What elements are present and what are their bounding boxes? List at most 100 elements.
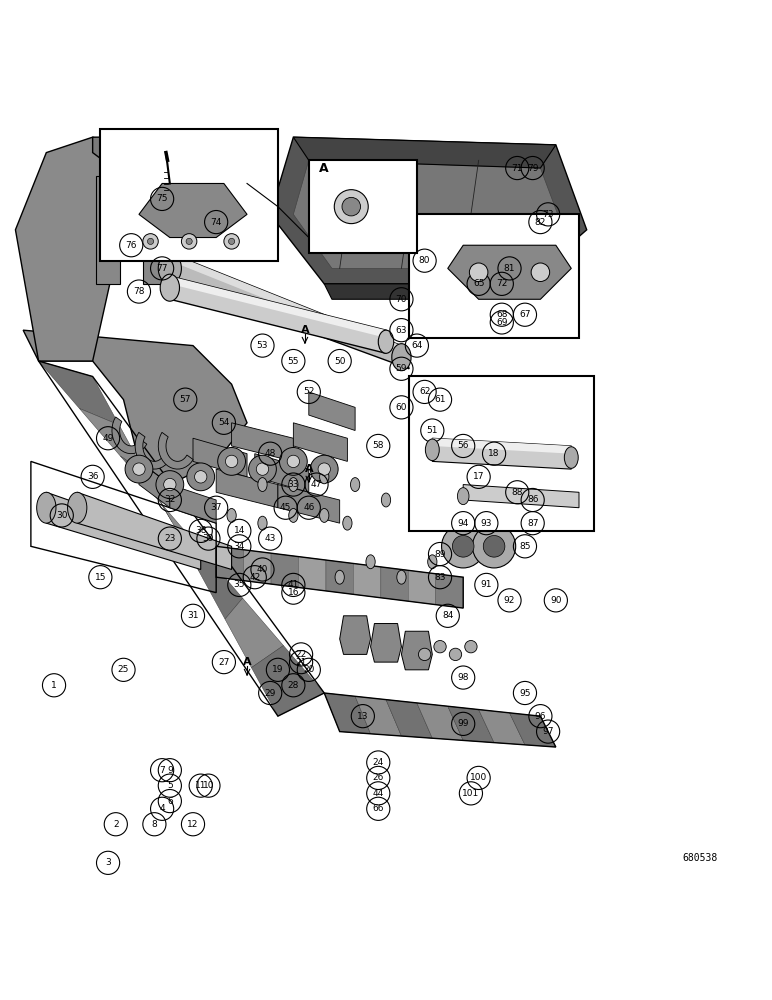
Text: 17: 17 xyxy=(473,472,484,481)
Polygon shape xyxy=(170,276,386,338)
Ellipse shape xyxy=(397,570,406,584)
Polygon shape xyxy=(170,253,401,353)
Text: 680538: 680538 xyxy=(682,853,718,863)
Ellipse shape xyxy=(258,516,267,530)
Circle shape xyxy=(181,234,197,249)
Text: 8: 8 xyxy=(151,820,157,829)
Text: 11: 11 xyxy=(195,781,206,790)
Polygon shape xyxy=(432,438,571,469)
Circle shape xyxy=(143,234,158,249)
Text: 46: 46 xyxy=(303,503,314,512)
Polygon shape xyxy=(170,253,409,369)
Ellipse shape xyxy=(227,508,236,522)
Ellipse shape xyxy=(166,194,174,204)
Polygon shape xyxy=(299,557,326,591)
Text: 9: 9 xyxy=(167,766,173,775)
Circle shape xyxy=(164,478,176,491)
Bar xyxy=(409,214,579,338)
Polygon shape xyxy=(271,553,299,587)
Circle shape xyxy=(224,234,239,249)
Polygon shape xyxy=(448,245,571,299)
Polygon shape xyxy=(293,160,564,268)
Polygon shape xyxy=(39,361,119,425)
Text: 24: 24 xyxy=(373,758,384,767)
Text: 42: 42 xyxy=(249,573,260,582)
Text: 96: 96 xyxy=(535,712,546,721)
Text: 90: 90 xyxy=(550,596,561,605)
Text: 18: 18 xyxy=(489,449,499,458)
Text: 7: 7 xyxy=(159,766,165,775)
Text: 43: 43 xyxy=(265,534,276,543)
Text: 3: 3 xyxy=(105,858,111,867)
Ellipse shape xyxy=(350,478,360,492)
Text: 38: 38 xyxy=(195,526,206,535)
Text: 28: 28 xyxy=(288,681,299,690)
Text: 78: 78 xyxy=(134,287,144,296)
Polygon shape xyxy=(293,423,347,461)
Polygon shape xyxy=(143,176,166,284)
Text: 5: 5 xyxy=(167,781,173,790)
Text: 15: 15 xyxy=(95,573,106,582)
Polygon shape xyxy=(46,492,201,569)
Ellipse shape xyxy=(457,488,469,505)
Polygon shape xyxy=(417,703,463,740)
Circle shape xyxy=(287,455,300,468)
Text: 81: 81 xyxy=(504,264,515,273)
Text: 2: 2 xyxy=(113,820,119,829)
Text: 40: 40 xyxy=(257,565,268,574)
Text: 86: 86 xyxy=(527,495,538,504)
Text: 71: 71 xyxy=(512,164,523,173)
Circle shape xyxy=(434,641,446,653)
Text: 57: 57 xyxy=(180,395,191,404)
Circle shape xyxy=(452,536,474,557)
Ellipse shape xyxy=(381,493,391,507)
Text: 85: 85 xyxy=(520,542,530,551)
Text: 95: 95 xyxy=(520,688,530,698)
Circle shape xyxy=(469,263,488,282)
Text: 97: 97 xyxy=(543,727,554,736)
Polygon shape xyxy=(326,560,354,594)
Polygon shape xyxy=(120,456,172,522)
Text: 19: 19 xyxy=(273,665,283,674)
Polygon shape xyxy=(161,503,201,571)
Circle shape xyxy=(187,463,215,491)
Text: 45: 45 xyxy=(280,503,291,512)
Circle shape xyxy=(256,463,269,475)
Text: 30: 30 xyxy=(56,511,67,520)
Polygon shape xyxy=(386,700,432,738)
Circle shape xyxy=(310,455,338,483)
Text: 56: 56 xyxy=(458,441,469,450)
Circle shape xyxy=(418,648,431,661)
Ellipse shape xyxy=(158,253,181,284)
Text: 41: 41 xyxy=(288,580,299,589)
Text: 61: 61 xyxy=(435,395,445,404)
Circle shape xyxy=(156,471,184,498)
Polygon shape xyxy=(324,693,371,734)
Ellipse shape xyxy=(378,330,394,353)
Polygon shape xyxy=(354,563,381,598)
Circle shape xyxy=(225,455,238,468)
Ellipse shape xyxy=(391,344,411,371)
Text: 14: 14 xyxy=(234,526,245,535)
Polygon shape xyxy=(96,176,120,284)
Text: A: A xyxy=(300,325,310,335)
Text: 51: 51 xyxy=(427,426,438,435)
Text: 58: 58 xyxy=(373,441,384,450)
Circle shape xyxy=(472,525,516,568)
Text: 1: 1 xyxy=(51,681,57,690)
Polygon shape xyxy=(432,438,571,454)
Polygon shape xyxy=(401,631,432,670)
Text: 93: 93 xyxy=(481,519,492,528)
Text: 48: 48 xyxy=(265,449,276,458)
Polygon shape xyxy=(93,137,216,207)
Polygon shape xyxy=(80,408,146,474)
Circle shape xyxy=(465,641,477,653)
Circle shape xyxy=(195,471,207,483)
Text: 53: 53 xyxy=(257,341,268,350)
Text: 82: 82 xyxy=(535,218,546,227)
Polygon shape xyxy=(448,706,494,743)
Ellipse shape xyxy=(289,478,298,492)
Polygon shape xyxy=(193,438,247,477)
Polygon shape xyxy=(340,616,371,654)
Circle shape xyxy=(334,190,368,224)
